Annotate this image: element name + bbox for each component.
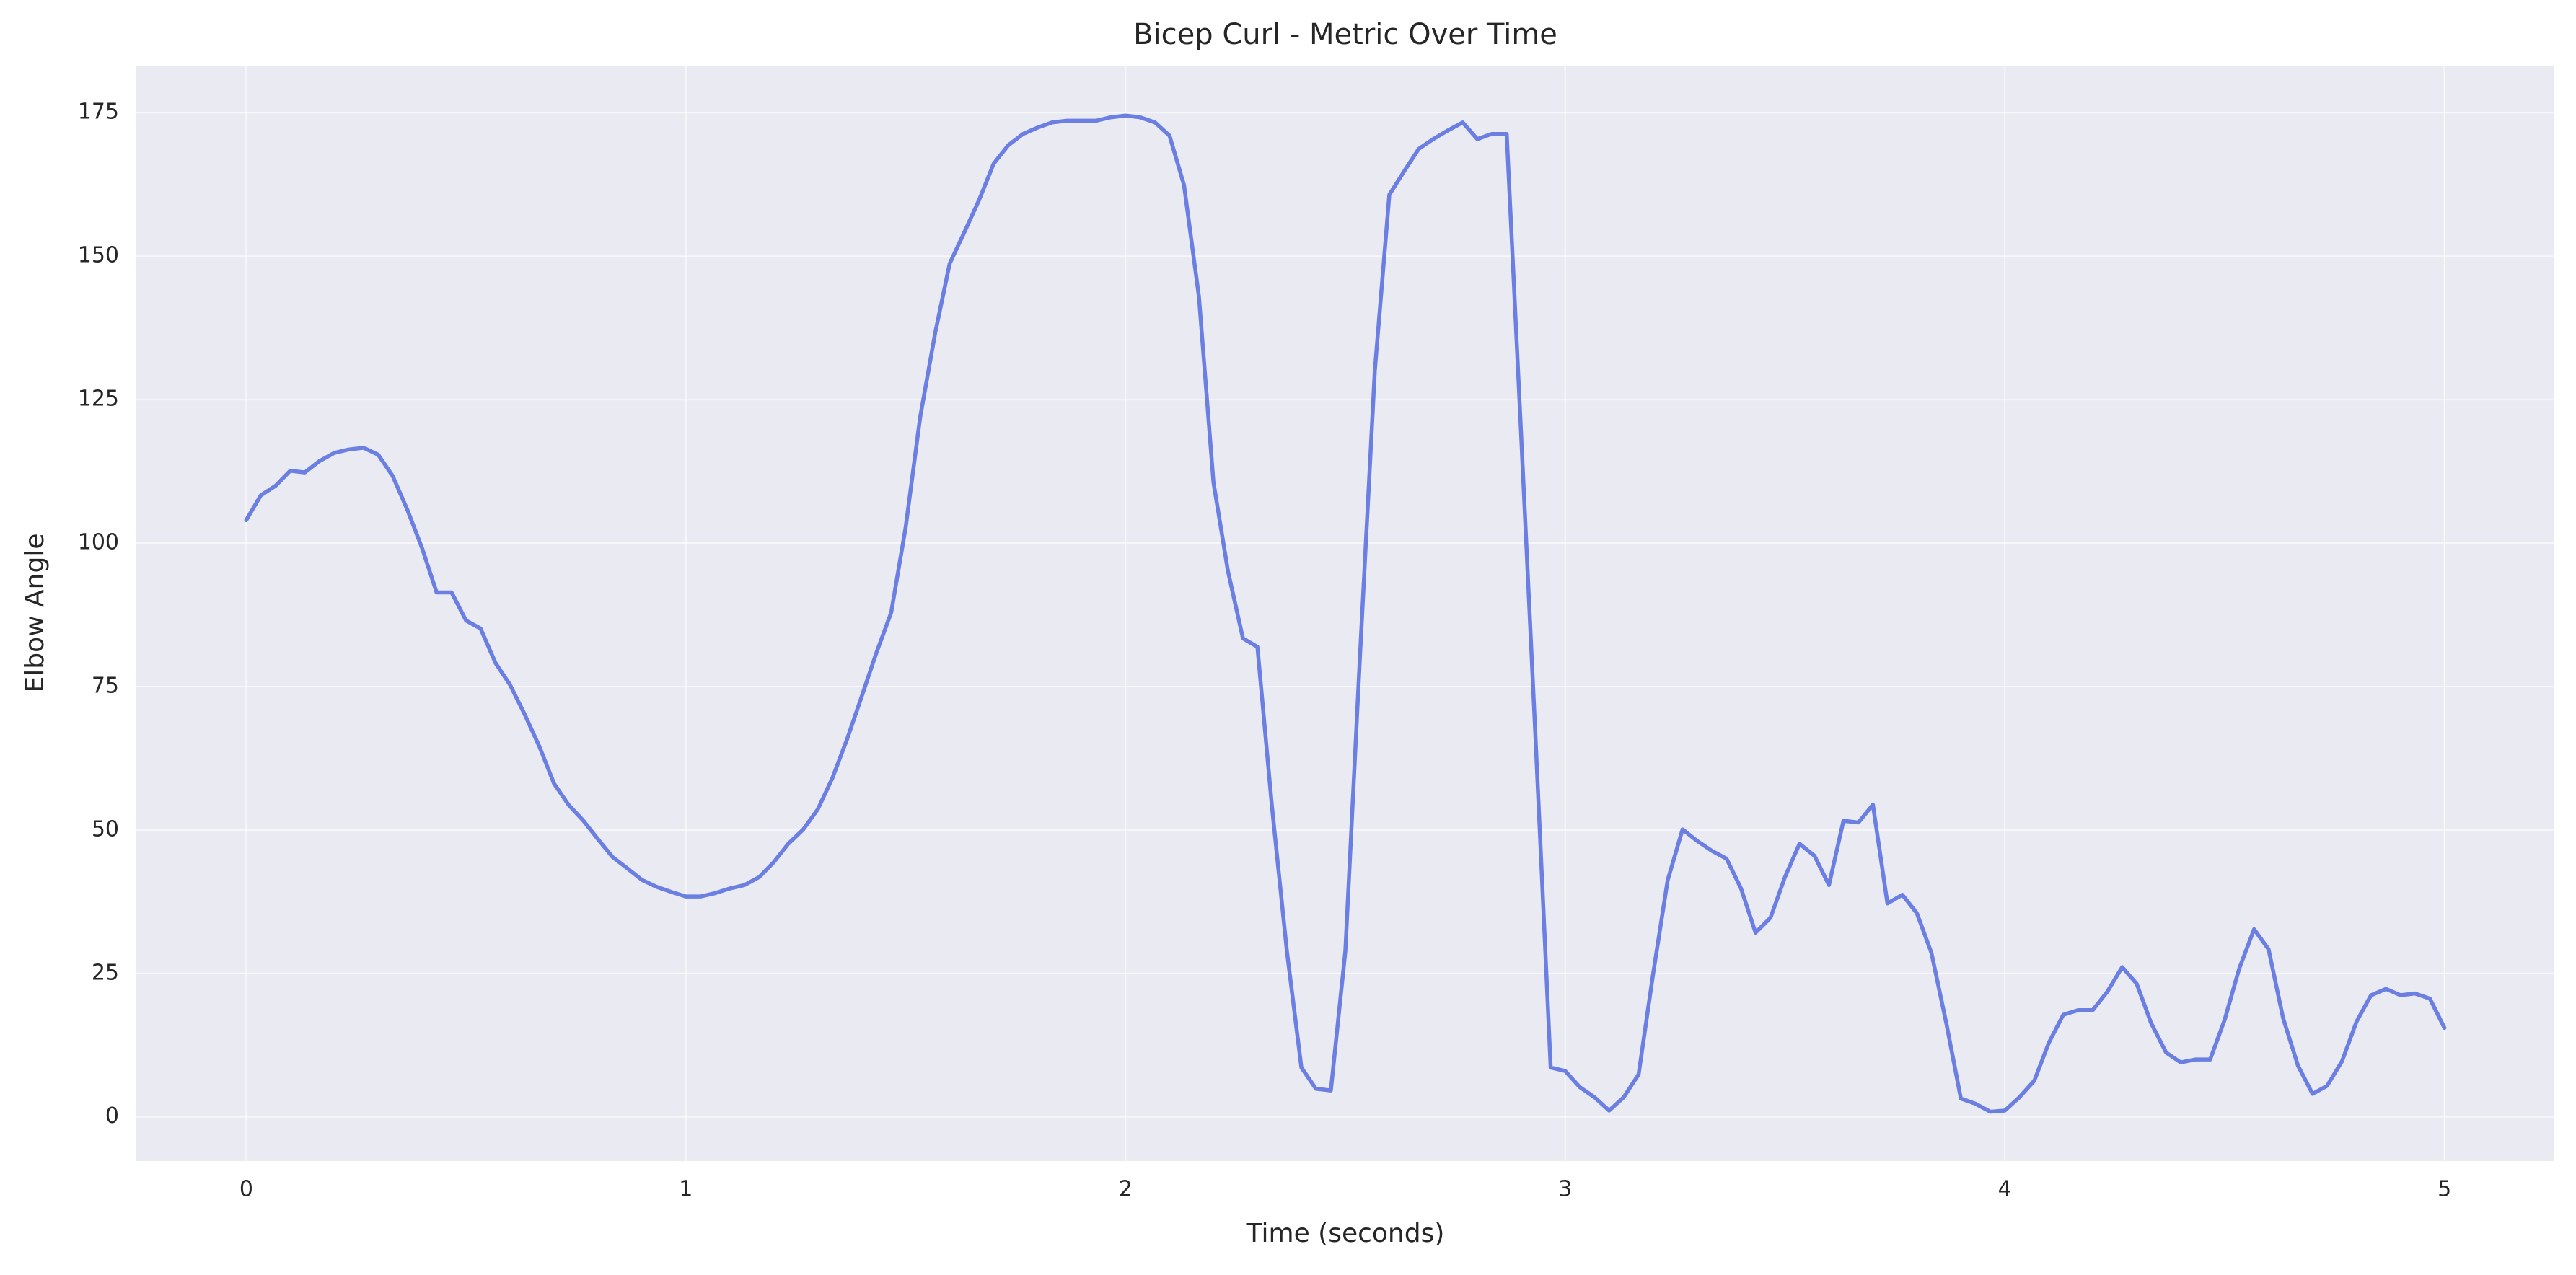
x-tick-label: 1 <box>679 1177 693 1202</box>
x-axis-label: Time (seconds) <box>1246 1219 1445 1248</box>
y-tick-label: 100 <box>78 530 119 555</box>
x-tick-label: 5 <box>2437 1177 2451 1202</box>
y-tick-label: 25 <box>92 960 119 985</box>
y-tick-label: 125 <box>78 387 119 412</box>
y-axis-label: Elbow Angle <box>20 534 50 693</box>
chart-title: Bicep Curl - Metric Over Time <box>1133 18 1557 51</box>
data-line <box>244 113 2447 1114</box>
y-tick-label: 50 <box>92 816 119 842</box>
plot-area <box>136 66 2554 1161</box>
x-tick-label: 4 <box>1998 1177 2012 1202</box>
x-tick-label: 2 <box>1119 1177 1133 1202</box>
x-tick-label: 3 <box>1558 1177 1572 1202</box>
x-tick-label: 0 <box>239 1177 253 1202</box>
y-tick-label: 75 <box>92 673 119 698</box>
y-tick-label: 150 <box>78 243 119 268</box>
y-tick-label: 175 <box>78 100 119 125</box>
y-tick-label: 0 <box>105 1103 119 1129</box>
